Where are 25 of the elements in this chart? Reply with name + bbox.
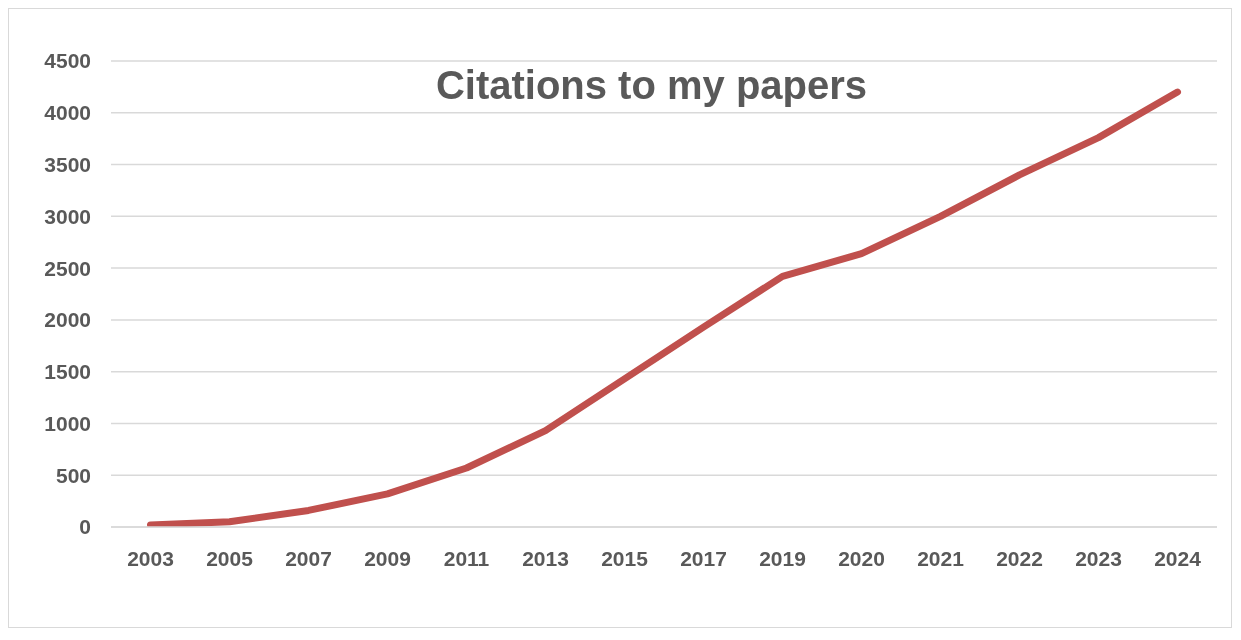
x-tick-label: 2024: [1154, 546, 1202, 570]
y-tick-label: 3500: [44, 153, 91, 177]
x-tick-label: 2020: [838, 546, 885, 570]
y-tick-label: 1500: [44, 360, 91, 384]
x-tick-label: 2005: [206, 546, 254, 570]
chart-title: Citations to my papers: [435, 63, 868, 107]
x-tick-label: 2021: [917, 546, 965, 570]
x-tick-label: 2003: [127, 546, 174, 570]
x-tick-label: 2023: [1075, 546, 1122, 570]
y-tick-label: 2000: [44, 308, 91, 332]
x-tick-label: 2022: [996, 546, 1043, 570]
y-tick-label: 4000: [44, 101, 91, 125]
x-tick-label: 2011: [443, 546, 490, 570]
y-tick-label: 2500: [44, 256, 91, 280]
y-tick-label: 3000: [44, 204, 91, 228]
y-tick-label: 1000: [44, 411, 91, 435]
x-tick-label: 2019: [759, 546, 806, 570]
y-tick-label: 500: [55, 463, 91, 487]
x-tick-label: 2009: [364, 546, 411, 570]
x-tick-label: 2017: [680, 546, 727, 570]
y-tick-label: 4500: [44, 49, 91, 73]
x-tick-label: 2013: [522, 546, 569, 570]
x-tick-label: 2015: [601, 546, 649, 570]
x-tick-label: 2007: [285, 546, 332, 570]
y-tick-label: 0: [79, 515, 91, 539]
